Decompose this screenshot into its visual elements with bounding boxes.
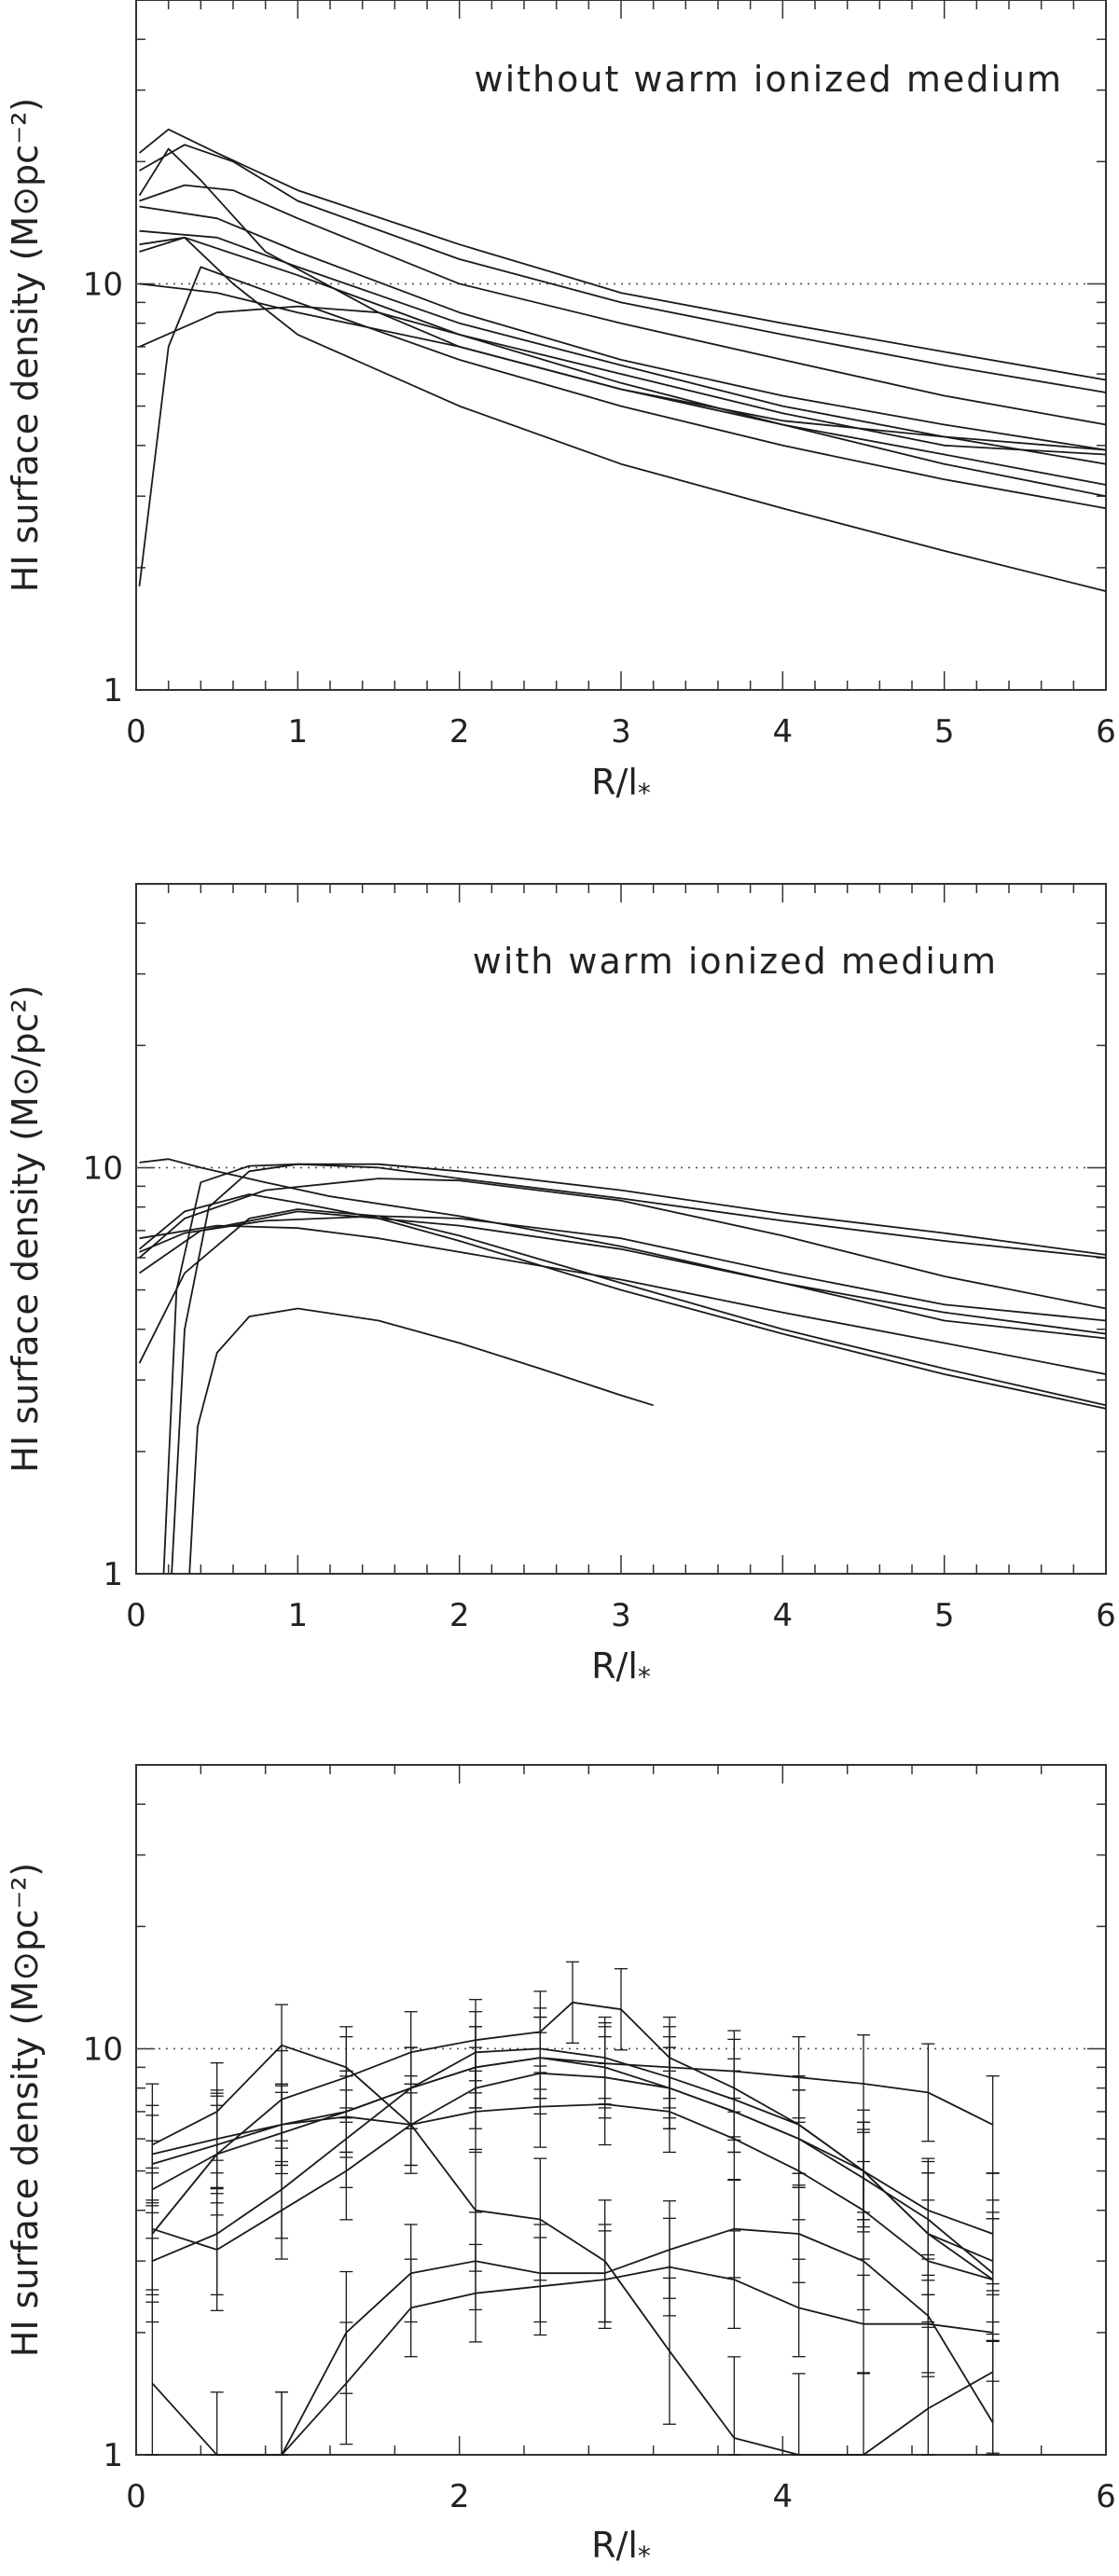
panel-3-y-tick-labels: 1 10 xyxy=(83,2031,123,2474)
panel-2-series-line-5 xyxy=(139,1215,1107,1322)
panel-2-series-line-10 xyxy=(188,1307,654,1575)
panel-3-series-line-6 xyxy=(152,2072,994,2274)
panel-3-series xyxy=(145,1961,1000,2457)
panel-3: 0 2 4 6 1 10 R/l* HI surface density (M⊙pc⁻²… xyxy=(5,1764,1116,2571)
panel-2-series xyxy=(138,1158,1107,1575)
panel-2-x-axis-title: R/l* xyxy=(591,1646,651,1692)
panel-2-x-tick-label: 1 xyxy=(288,1597,309,1634)
panel-1-y-tick-label: 1 xyxy=(103,672,123,709)
panel-2-series-line-3 xyxy=(162,1163,1107,1575)
panel-3-x-tick-labels: 0 2 4 6 xyxy=(126,2478,1116,2515)
panel-2-x-tick-label: 4 xyxy=(773,1597,794,1634)
panel-2-series-line-4 xyxy=(138,1178,1107,1310)
panel-3-x-tick-label: 4 xyxy=(773,2478,794,2515)
panel-3-series-line-3 xyxy=(151,2044,994,2456)
panel-3-ticks xyxy=(135,1764,1107,2456)
panel-3-y-tick-label: 1 xyxy=(103,2437,123,2474)
panel-2-y-tick-label: 1 xyxy=(103,1556,123,1593)
panel-1-series-line-1 xyxy=(138,128,1107,381)
panel-1-y-axis-title: HI surface density (M⊙pc⁻²) xyxy=(5,98,46,592)
panel-1-series-line-7 xyxy=(139,236,1107,498)
panel-3-x-tick-label: 0 xyxy=(126,2478,146,2515)
panel-1-frame xyxy=(135,0,1107,691)
panel-1-series-line-5 xyxy=(139,205,1107,451)
panel-1-x-tick-label: 1 xyxy=(288,713,309,751)
panel-2-x-tick-label: 3 xyxy=(611,1597,631,1634)
panel-2-x-tick-labels: 0 1 2 3 4 5 6 xyxy=(126,1597,1116,1634)
panel-3-series-line-4 xyxy=(151,2057,994,2235)
panel-1-series-line-8 xyxy=(138,266,1107,586)
panel-1-x-tick-label: 3 xyxy=(611,713,631,751)
panel-1-series-line-3 xyxy=(138,147,1107,451)
panel-1-x-tick-labels: 0 1 2 3 4 5 6 xyxy=(126,713,1116,751)
panel-2-series-line-9 xyxy=(138,1193,1107,1410)
panel-3-series-line-2 xyxy=(152,2057,994,2156)
panel-3-series-line-8 xyxy=(151,2266,993,2457)
panel-2-y-tick-labels: 1 10 xyxy=(83,1150,123,1593)
panel-3-frame xyxy=(135,1764,1107,2456)
panel-1-series-line-4 xyxy=(139,184,1107,426)
panel-2-y-tick-label: 10 xyxy=(83,1150,123,1187)
panel-2-ticks xyxy=(135,883,1107,1575)
panel-2-x-tick-label: 6 xyxy=(1096,1597,1116,1634)
panel-1-series-line-9 xyxy=(139,305,1107,456)
panel-2-frame xyxy=(135,883,1107,1575)
panel-1-x-tick-label: 6 xyxy=(1096,713,1116,751)
panel-2-annotation: with warm ionized medium xyxy=(473,941,998,982)
panel-2-series-line-1 xyxy=(139,1158,1107,1340)
panel-2-x-tick-label: 5 xyxy=(934,1597,955,1634)
panel-1-x-tick-label: 5 xyxy=(934,713,955,751)
panel-1-x-tick-label: 0 xyxy=(126,713,146,751)
panel-1-annotation: without warm ionized medium xyxy=(475,59,1064,100)
panel-1-x-axis-title: R/l* xyxy=(591,762,651,808)
panel-3-series-line-9 xyxy=(281,2227,994,2456)
panel-2-series-line-6 xyxy=(138,1210,1107,1335)
panel-3-series-line-7 xyxy=(152,2103,993,2280)
panel-1-series-line-10 xyxy=(139,282,1107,486)
panel-1-series-line-11 xyxy=(139,236,1107,592)
panel-2-y-axis-title: HI surface density (M⊙/pc²) xyxy=(5,985,46,1472)
panel-3-y-axis-title: HI surface density (M⊙pc⁻²) xyxy=(5,1863,46,2357)
panel-1-series xyxy=(138,128,1107,592)
panel-2-series-line-7 xyxy=(139,1224,1107,1375)
panel-1-series-line-2 xyxy=(139,144,1107,393)
panel-3-y-tick-label: 10 xyxy=(83,2031,123,2068)
panel-2-x-tick-label: 0 xyxy=(126,1597,146,1634)
panel-3-x-axis-title: R/l* xyxy=(591,2525,651,2571)
panel-1-y-tick-label: 10 xyxy=(83,266,123,303)
panel-1-ticks xyxy=(135,0,1107,691)
panel-1-y-tick-labels: 1 10 xyxy=(83,266,123,709)
panel-1-series-line-6 xyxy=(139,229,1107,465)
panel-3-series-line-5 xyxy=(151,2047,994,2263)
panel-1-x-tick-label: 4 xyxy=(773,713,794,751)
panel-2-series-line-2 xyxy=(171,1163,1107,1575)
panel-3-x-tick-label: 6 xyxy=(1096,2478,1116,2515)
panel-3-x-tick-label: 2 xyxy=(449,2478,470,2515)
panel-2-series-line-8 xyxy=(138,1208,1107,1407)
panel-1-x-tick-label: 2 xyxy=(449,713,470,751)
panel-2-x-tick-label: 2 xyxy=(449,1597,470,1634)
